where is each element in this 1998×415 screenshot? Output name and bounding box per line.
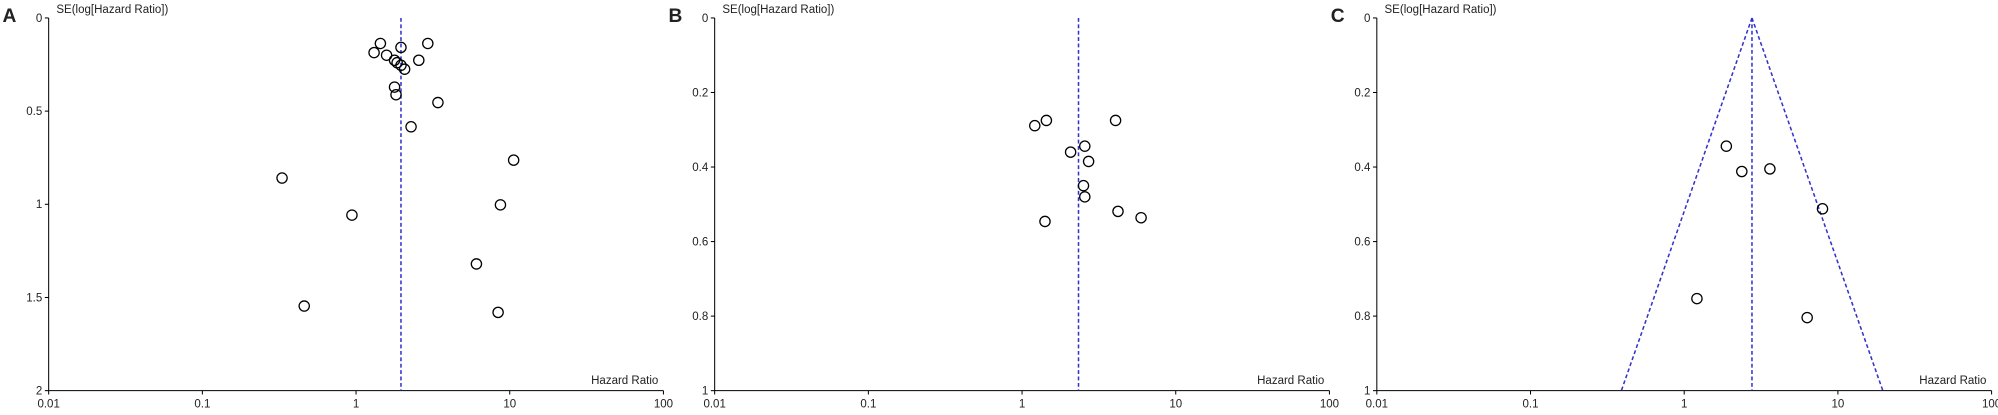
- study-point: [1764, 163, 1776, 175]
- funnel-line: [1751, 17, 1884, 391]
- y-tick-label: 0.2: [692, 87, 708, 99]
- study-point: [1112, 205, 1124, 218]
- study-point: [398, 63, 411, 75]
- study-point: [1691, 292, 1703, 305]
- study-point: [346, 209, 358, 221]
- y-tick-label: 0.8: [1354, 311, 1370, 323]
- study-point: [1029, 119, 1041, 132]
- x-tick-label: 1: [1019, 398, 1025, 410]
- x-tick-label: 0.1: [860, 398, 876, 410]
- x-tick-label: 100: [1320, 398, 1339, 410]
- study-point: [405, 121, 417, 133]
- study-point: [1079, 140, 1091, 152]
- study-point: [413, 54, 425, 67]
- y-tick-label: 0: [1364, 13, 1370, 25]
- y-axis-label: SE(log[Hazard Ratio]): [722, 4, 834, 16]
- panel-label: B: [669, 6, 683, 27]
- x-tick-label: 10: [1831, 398, 1844, 410]
- study-point: [1135, 211, 1147, 224]
- panel-label: A: [3, 6, 17, 27]
- y-tick-label: 0.4: [692, 162, 709, 174]
- y-tick-label: 0.8: [692, 311, 708, 323]
- x-tick-label: 10: [1169, 398, 1182, 410]
- study-point: [380, 49, 393, 61]
- study-point: [494, 199, 507, 211]
- study-point: [390, 88, 402, 101]
- x-tick-label: 0.01: [37, 398, 59, 410]
- y-tick-label: 0.6: [1354, 236, 1370, 248]
- study-point: [1064, 146, 1077, 158]
- y-tick-label: 0.2: [1354, 87, 1370, 99]
- study-point: [395, 59, 407, 72]
- x-tick-label: 1: [353, 398, 359, 410]
- study-point: [1039, 215, 1051, 228]
- y-tick-label: 1: [702, 385, 708, 397]
- study-point: [374, 37, 387, 50]
- y-axis-label: SE(log[Hazard Ratio]): [1385, 4, 1497, 16]
- study-point: [1736, 165, 1748, 178]
- panel-label: C: [1331, 6, 1345, 27]
- x-tick-label: 0.1: [194, 398, 210, 410]
- x-tick-label: 1: [1681, 398, 1687, 410]
- y-tick-label: 0.6: [692, 236, 708, 248]
- study-point: [276, 172, 288, 184]
- x-tick-label: 100: [1982, 398, 1998, 410]
- study-point: [1816, 203, 1829, 215]
- y-tick-label: 0.4: [1354, 162, 1371, 174]
- study-point: [1109, 114, 1122, 127]
- x-axis-label: Hazard Ratio: [591, 375, 658, 387]
- y-tick-label: 0: [36, 13, 42, 25]
- study-point: [395, 41, 407, 54]
- x-tick-label: 0.01: [1366, 398, 1388, 410]
- study-point: [368, 46, 380, 59]
- study-point: [1720, 140, 1733, 152]
- study-point: [1079, 191, 1091, 203]
- y-tick-label: 0: [702, 13, 708, 25]
- y-tick-label: 1: [1364, 385, 1370, 397]
- funnel-line: [1620, 17, 1753, 391]
- study-point: [388, 81, 401, 93]
- y-tick-label: 2: [36, 385, 42, 397]
- study-point: [1801, 311, 1813, 324]
- y-tick-label: 1: [36, 199, 42, 211]
- study-point: [492, 306, 504, 319]
- study-point: [422, 37, 434, 50]
- study-point: [432, 96, 444, 109]
- x-tick-label: 10: [503, 398, 516, 410]
- y-tick-label: 1.5: [26, 292, 42, 304]
- x-tick-label: 100: [654, 398, 673, 410]
- study-point: [388, 54, 401, 67]
- x-axis-label: Hazard Ratio: [1919, 375, 1986, 387]
- study-point: [1040, 114, 1053, 127]
- x-tick-label: 0.01: [703, 398, 725, 410]
- y-axis-label: SE(log[Hazard Ratio]): [56, 4, 168, 16]
- study-point: [507, 154, 520, 166]
- y-tick-label: 0.5: [26, 106, 42, 118]
- x-tick-label: 0.1: [1523, 398, 1539, 410]
- study-point: [1082, 155, 1095, 168]
- study-point: [298, 300, 310, 312]
- study-point: [470, 258, 483, 270]
- study-point: [1077, 179, 1090, 192]
- x-axis-label: Hazard Ratio: [1257, 375, 1324, 387]
